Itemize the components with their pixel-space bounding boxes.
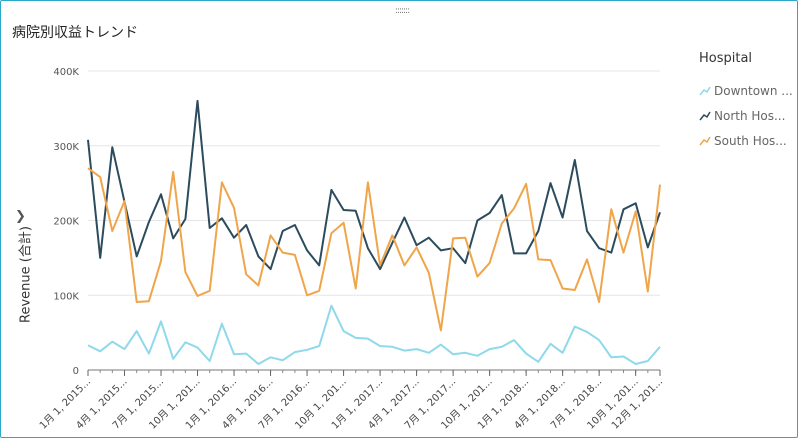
line-icon: [699, 136, 711, 145]
legend-item[interactable]: Downtown ...: [699, 78, 794, 103]
y-tick-label: 200K: [53, 217, 79, 228]
y-tick-label: 0: [73, 366, 79, 377]
line-icon: [699, 86, 711, 95]
series-line: [87, 304, 661, 365]
x-axis: 1月 1, 2015...4月 1, 2015...7月 1, 2015...1…: [37, 369, 665, 432]
legend-item-label: North Hos...: [714, 108, 786, 123]
legend-item[interactable]: North Hos...: [699, 103, 794, 128]
legend: Hospital Downtown ... North Hos... South H…: [699, 51, 794, 153]
y-tick-label: 400K: [53, 67, 79, 78]
legend-item-label: South Hos...: [714, 133, 787, 148]
series-lines: [87, 99, 661, 365]
drag-handle[interactable]: :::::::: [394, 6, 410, 16]
legend-item[interactable]: South Hos...: [699, 128, 794, 153]
chart-title: 病院別収益トレンド: [12, 25, 138, 41]
y-axis-title-wrap[interactable]: Revenue (合計): [11, 211, 35, 341]
line-icon: [699, 111, 711, 120]
y-axis-ticks: 0 100K 200K 300K 400K: [53, 67, 79, 377]
legend-item-label: Downtown ...: [714, 83, 793, 98]
y-tick-label: 300K: [53, 142, 79, 153]
chevron-right-icon[interactable]: ❯: [15, 209, 26, 224]
legend-title: Hospital: [699, 51, 753, 66]
y-tick-label: 100K: [53, 291, 79, 302]
series-line: [87, 167, 661, 332]
series-line: [87, 99, 661, 271]
y-axis-title[interactable]: Revenue (合計): [18, 226, 34, 323]
